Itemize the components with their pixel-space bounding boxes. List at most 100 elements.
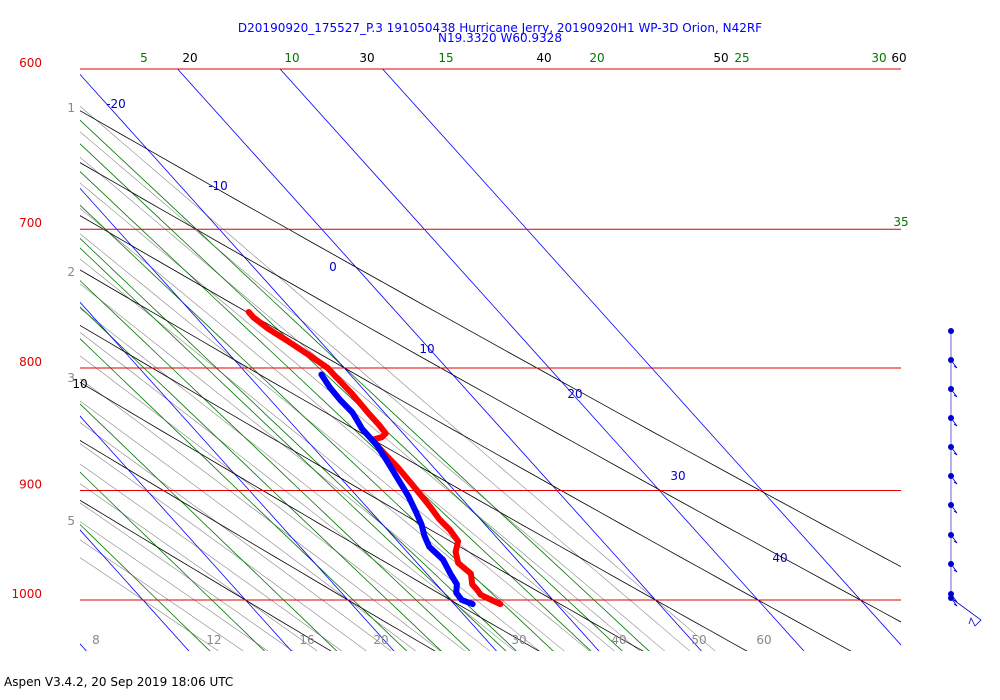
isotherm-line	[80, 529, 190, 651]
mixing-ratio-line	[80, 119, 650, 651]
height-label: 1	[67, 101, 75, 115]
isotherm-line	[80, 301, 395, 651]
mixing-ratio-line	[80, 171, 592, 651]
mixing-ratio-line	[80, 204, 554, 651]
saturated-adiabat-line	[80, 422, 392, 651]
bottom-axis-label: 8	[92, 633, 100, 647]
saturated-adiabat-line	[80, 502, 294, 651]
chart-subtitle: N19.3320 W60.9328	[438, 31, 562, 45]
dry-adiabat-line	[80, 215, 852, 651]
dry-adiabat-label: 40	[536, 51, 551, 65]
isobar-label: 800	[19, 355, 42, 369]
isotherm-line	[80, 73, 600, 651]
bottom-axis-label: 20	[373, 633, 388, 647]
wind-barb	[950, 475, 958, 485]
bottom-axis-label: 50	[691, 633, 706, 647]
isotherms	[80, 69, 901, 651]
saturated-adiabat-line	[80, 539, 244, 651]
dry-adiabat-label: 60	[891, 51, 906, 65]
height-label: 3	[67, 371, 75, 385]
dry-adiabat-line	[80, 324, 644, 651]
saturated-adiabat-line	[80, 355, 466, 651]
mixing-ratio-label: 10	[284, 51, 299, 65]
bottom-axis-label: 60	[756, 633, 771, 647]
wind-barb	[950, 504, 958, 514]
saturated-adiabat-line	[80, 258, 565, 651]
bottom-axis-label: 40	[611, 633, 626, 647]
saturated-adiabat-line	[80, 331, 491, 651]
wind-barb	[950, 446, 958, 456]
mixing-ratio-line	[80, 338, 408, 651]
saturated-adiabat-line	[80, 443, 367, 651]
bottom-axis-label: 16	[299, 633, 314, 647]
saturated-adiabat-line	[80, 400, 417, 651]
mixing-ratio-line	[80, 143, 623, 651]
dry-adiabat-label: 10	[72, 377, 87, 391]
mixing-ratio-lines	[80, 119, 650, 651]
wind-barb	[950, 417, 958, 427]
isotherm-line	[80, 187, 497, 651]
saturated-adiabat-line	[80, 483, 318, 651]
saturated-adiabat-line	[80, 208, 615, 651]
isotherm-label: 0	[329, 260, 337, 274]
isotherm-label: 20	[567, 387, 582, 401]
mixing-ratio-line	[80, 280, 471, 651]
wind-barb	[950, 563, 958, 573]
isobar-label: 1000	[11, 587, 42, 601]
height-label: 2	[67, 265, 75, 279]
mixing-ratio-label: 35	[893, 215, 908, 229]
mixing-ratio-label: 25	[734, 51, 749, 65]
bottom-axis-label: 30	[511, 633, 526, 647]
isobars	[80, 68, 901, 601]
dry-adiabat-line	[80, 269, 748, 651]
footer-version: Aspen V3.4.2, 20 Sep 2019 18:06 UTC	[4, 675, 234, 689]
dry-adiabat-label: 30	[359, 51, 374, 65]
isotherm-line	[177, 69, 702, 651]
saturated-adiabat-line	[80, 521, 269, 651]
mixing-ratio-label: 5	[140, 51, 148, 65]
isotherm-line	[80, 415, 292, 651]
isotherm-label: 10	[419, 342, 434, 356]
isotherm-label: 40	[772, 551, 787, 565]
mixing-ratio-line	[80, 471, 266, 651]
dry-adiabat-line	[80, 381, 540, 651]
sounding-traces	[245, 309, 504, 608]
mixing-ratio-line	[80, 247, 507, 651]
isotherm-label: -20	[106, 97, 126, 111]
saturated-adiabat-line	[80, 463, 343, 651]
temperature-trace	[245, 309, 504, 608]
saturated-adiabat-line	[80, 557, 219, 651]
saturated-adiabat-line	[80, 182, 641, 651]
wind-barb	[950, 534, 958, 544]
wind-barb	[950, 359, 958, 369]
wind-barb-dot	[948, 328, 954, 334]
wind-barbs	[948, 328, 982, 627]
mixing-ratio-label: 20	[589, 51, 604, 65]
saturated-adiabat-line	[80, 105, 716, 651]
saturated-adiabat-line	[80, 233, 590, 651]
wind-barb	[950, 597, 958, 607]
isotherm-label: 30	[670, 469, 685, 483]
height-label: 5	[67, 514, 75, 528]
dewpoint-trace	[318, 371, 476, 608]
isotherm-label: -10	[208, 179, 228, 193]
isobar-label: 700	[19, 216, 42, 230]
bottom-axis-label: 12	[206, 633, 221, 647]
mixing-ratio-line	[80, 523, 211, 651]
dry-adiabat-line	[80, 440, 436, 651]
saturated-adiabat-line	[80, 283, 540, 651]
isotherm-line	[279, 69, 805, 651]
chart-title: D20190920_175527_P.3 191050438 Hurricane…	[237, 21, 763, 35]
isobar-label: 600	[19, 56, 42, 70]
saturated-adiabat-line	[80, 378, 441, 651]
saturated-adiabat-line	[80, 156, 666, 651]
wind-barb	[950, 388, 958, 398]
saturated-adiabat-line	[80, 307, 516, 651]
dry-adiabat-line	[80, 499, 332, 651]
mixing-ratio-label: 30	[871, 51, 886, 65]
